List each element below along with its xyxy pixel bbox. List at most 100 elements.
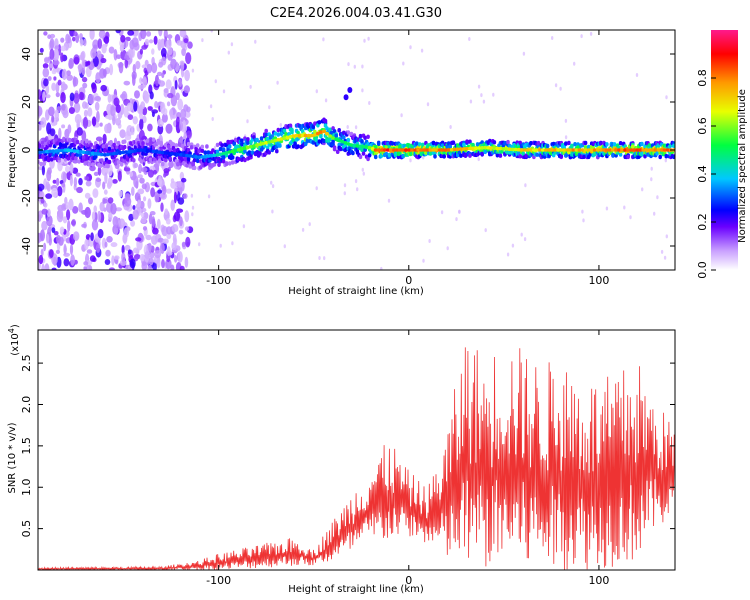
ridge-cell [192, 157, 197, 163]
noise-speckle [78, 63, 83, 74]
noise-speckle [147, 264, 152, 270]
noise-speckle [106, 236, 113, 243]
ridge-core [544, 148, 549, 152]
ridge-cell [390, 141, 395, 146]
noise-speckle [181, 241, 186, 248]
ridge-core [127, 149, 132, 154]
noise-speckle [271, 184, 275, 189]
noise-speckle [121, 252, 126, 263]
noise-speckle [151, 111, 155, 118]
noise-speckle [55, 92, 60, 98]
ridge-core [355, 144, 360, 148]
noise-speckle [139, 253, 145, 262]
colorbar: 0.0 0.2 0.4 0.6 0.8 Normalized spectral ampl… [696, 30, 748, 279]
noise-speckle [102, 68, 107, 78]
noise-speckle [343, 183, 347, 188]
ridge-cell [40, 140, 45, 145]
noise-speckle [179, 216, 183, 227]
noise-speckle [198, 242, 201, 247]
ridge-cell [457, 150, 462, 155]
noise-speckle [132, 116, 138, 125]
ridge-core [42, 150, 47, 154]
ridge-core [525, 148, 530, 152]
ridge-core [267, 140, 272, 144]
ridge-cell [246, 140, 250, 145]
noise-speckle [165, 188, 172, 194]
noise-speckle [67, 124, 72, 134]
noise-speckle [47, 34, 52, 39]
noise-speckle [55, 177, 60, 186]
noise-speckle [38, 254, 44, 265]
ridge-core [443, 148, 448, 152]
ridge-cell [159, 140, 163, 146]
ridge-core [179, 153, 183, 157]
noise-speckle [315, 186, 318, 191]
noise-speckle [70, 254, 75, 266]
ridge-core [662, 148, 667, 152]
ridge-core [617, 148, 622, 152]
noise-speckle [40, 229, 45, 242]
ridge-cell [322, 138, 326, 144]
ridge-cell [195, 143, 200, 148]
y-tick-label: 0.5 [20, 520, 33, 538]
noise-speckle [114, 255, 120, 260]
noise-speckle [83, 38, 87, 47]
noise-speckle [172, 233, 177, 244]
snr-y-ticks: 0.5 1.0 1.5 2.0 2.5 [20, 354, 675, 537]
ridge-core [288, 134, 293, 139]
noise-speckle [623, 205, 626, 210]
ridge-cell [570, 143, 574, 148]
ridge-core [401, 148, 406, 152]
ridge-core [507, 147, 512, 151]
ridge-core [471, 146, 476, 151]
ridge-cell [122, 139, 127, 144]
noise-speckle [104, 259, 111, 265]
noise-speckle [179, 119, 183, 131]
noise-speckle [40, 197, 45, 204]
ridge-core [212, 153, 217, 158]
ridge-cell [171, 142, 176, 147]
noise-speckle [186, 106, 191, 113]
noise-speckle [53, 48, 60, 60]
noise-speckle [179, 30, 187, 38]
noise-speckle [80, 51, 85, 62]
noise-speckle [551, 36, 554, 40]
noise-speckle [151, 216, 156, 228]
ridge-cell [109, 140, 113, 146]
noise-speckle [363, 38, 366, 43]
noise-speckle [458, 209, 461, 214]
noise-speckle [51, 69, 57, 75]
ridge-core [598, 148, 603, 152]
ridge-core [604, 148, 609, 152]
ridge-cell [45, 144, 49, 150]
noise-speckle [53, 231, 59, 236]
noise-speckle [522, 51, 526, 56]
ridge-cell [373, 154, 378, 160]
ridge-core [586, 148, 591, 152]
noise-speckle [140, 101, 146, 110]
ridge-core [556, 148, 561, 152]
noise-speckle [455, 217, 458, 222]
noise-speckle [111, 255, 115, 266]
noise-speckle [87, 107, 93, 117]
noise-speckle [115, 30, 121, 34]
ridge-core [337, 138, 342, 143]
ridge-cell [658, 154, 662, 160]
colorbar-gradient [711, 30, 738, 270]
noise-speckle [112, 179, 118, 184]
ridge-cell [221, 147, 226, 152]
ridge-cell [237, 157, 241, 162]
ridge-core [121, 150, 126, 155]
noise-speckle [90, 232, 94, 242]
noise-speckle [141, 167, 148, 173]
ridge-core [258, 142, 263, 147]
ridge-cell [177, 142, 182, 147]
y-tick-label: -20 [20, 189, 33, 207]
x-tick-label: 0 [405, 274, 412, 287]
y-tick-label: -40 [20, 237, 33, 255]
ridge-cell [498, 153, 503, 158]
ridge-cell [448, 144, 453, 149]
noise-speckle [166, 226, 172, 235]
ridge-core [516, 147, 521, 152]
ridge-cell [398, 150, 402, 156]
